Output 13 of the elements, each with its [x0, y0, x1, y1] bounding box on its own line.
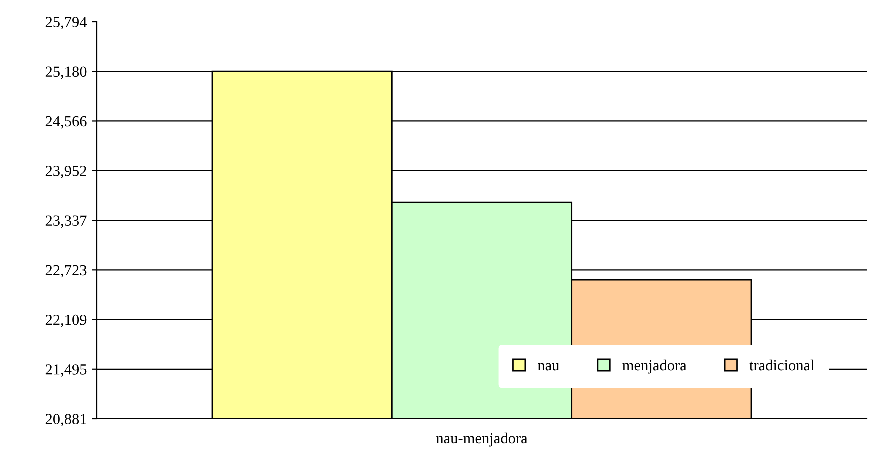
- legend-label: menjadora: [622, 360, 687, 374]
- legend-label: tradicional: [750, 360, 815, 371]
- x-tick-label: nau-menjadora: [436, 432, 528, 447]
- y-tick-label: 21,495: [46, 364, 87, 378]
- y-tick-label: 24,566: [46, 116, 87, 129]
- legend-label: nau: [538, 363, 560, 371]
- y-tick-label: 25,794: [46, 17, 88, 30]
- y-tick-label: 23,952: [46, 166, 86, 178]
- y-tick-label: 23,337: [46, 216, 87, 228]
- y-tick-label: 25,180: [46, 66, 87, 80]
- y-tick-label: 20,881: [46, 414, 86, 427]
- y-tick-label: 22,109: [46, 314, 87, 328]
- y-tick-label: 22,723: [46, 265, 87, 278]
